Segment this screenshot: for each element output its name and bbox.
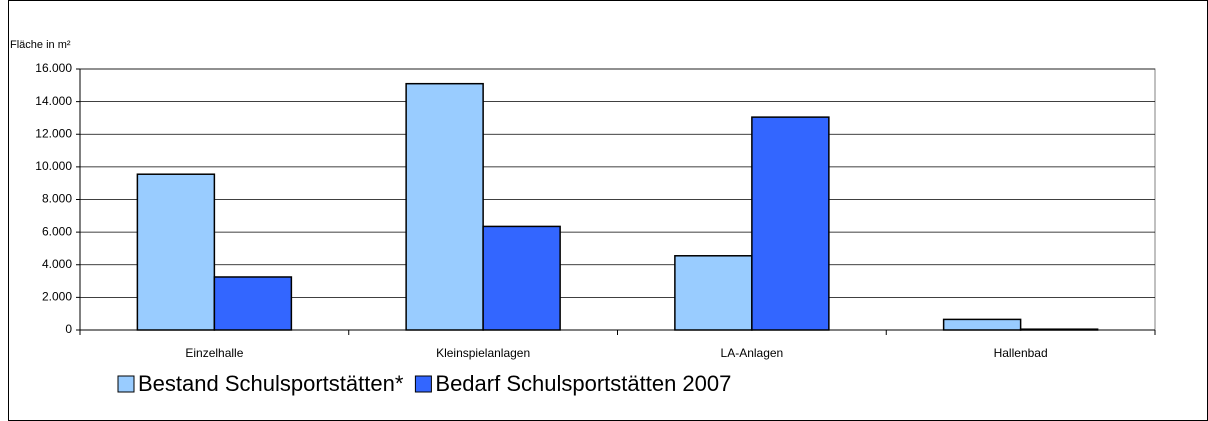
y-tick-label: 2.000 bbox=[42, 290, 72, 304]
legend-label: Bedarf Schulsportstätten 2007 bbox=[435, 371, 731, 396]
legend-swatch bbox=[414, 375, 432, 393]
bar bbox=[213, 276, 293, 331]
y-tick-label: 10.000 bbox=[35, 159, 72, 173]
x-tick-label: Kleinspielanlagen bbox=[436, 346, 530, 360]
y-tick-label: 14.000 bbox=[35, 94, 72, 108]
legend-label: Bestand Schulsportstätten* bbox=[138, 371, 404, 396]
bar bbox=[674, 255, 753, 331]
x-tick-label: Einzelhalle bbox=[185, 346, 243, 360]
x-tick-label: Hallenbad bbox=[994, 346, 1048, 360]
y-tick-label: 6.000 bbox=[42, 224, 72, 238]
bar bbox=[1019, 328, 1099, 331]
bar bbox=[751, 116, 830, 331]
y-tick-label: 12.000 bbox=[35, 126, 72, 140]
y-tick-label: 8.000 bbox=[42, 192, 72, 206]
y-tick-label: 0 bbox=[65, 322, 72, 336]
y-tick-label: 16.000 bbox=[35, 61, 72, 75]
y-axis-label: Fläche in m² bbox=[10, 39, 71, 51]
y-tick-label: 4.000 bbox=[42, 257, 72, 271]
bar bbox=[405, 82, 484, 331]
bar bbox=[942, 318, 1022, 331]
legend-swatch bbox=[117, 375, 135, 393]
bar bbox=[482, 225, 561, 331]
x-tick-label: LA-Anlagen bbox=[721, 346, 784, 360]
bar bbox=[136, 173, 216, 331]
